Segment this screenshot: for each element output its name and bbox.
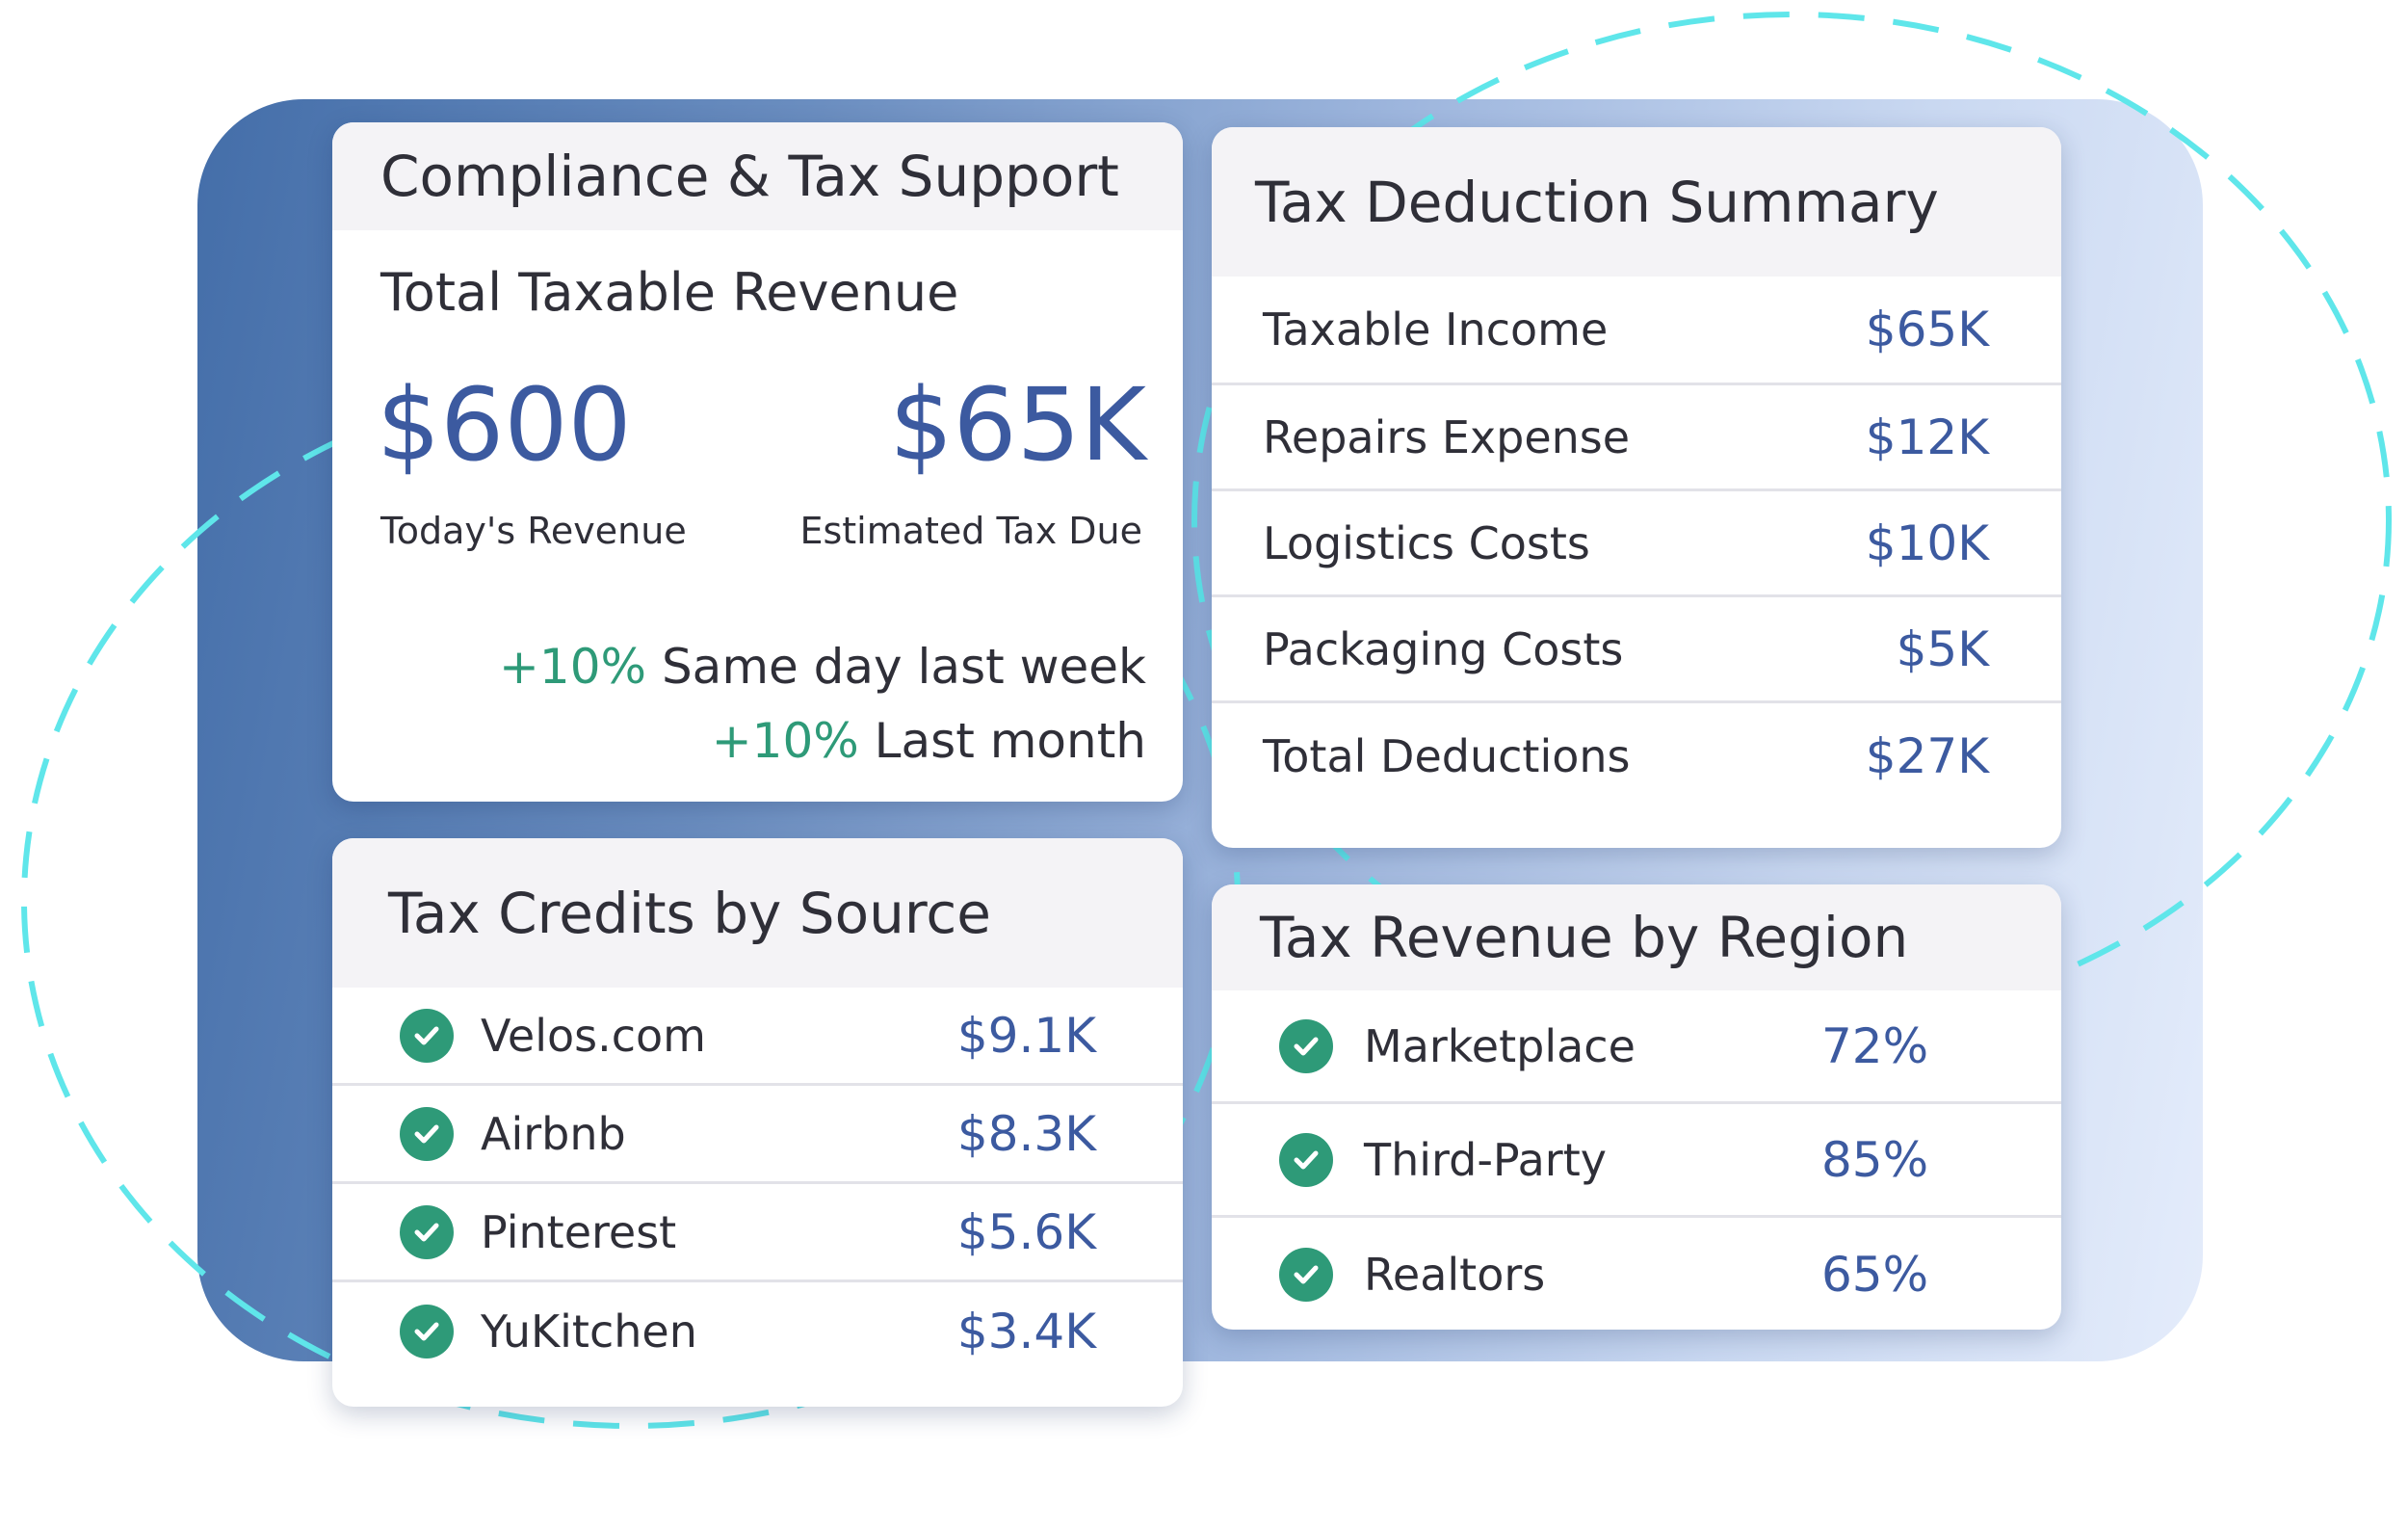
deduction-value: $10K (1865, 514, 1989, 571)
region-row: Third-Party 85% (1212, 1104, 2061, 1218)
check-circle-icon (1279, 1018, 1333, 1073)
deduction-label: Packaging Costs (1263, 622, 1624, 675)
region-revenue-title: Tax Revenue by Region (1212, 884, 2061, 990)
compliance-card-title: Compliance & Tax Support (332, 122, 1183, 230)
comparison-last-week: +10% Same day last week (499, 643, 1146, 691)
deduction-label: Logistics Costs (1263, 516, 1590, 569)
comparison-text: Last month (874, 713, 1146, 769)
todays-revenue-value: $600 (377, 366, 632, 484)
deduction-summary-card: Tax Deduction Summary Taxable Income $65… (1212, 127, 2061, 848)
estimated-tax-label: Estimated Tax Due (799, 510, 1142, 552)
credit-label: Airbnb (481, 1107, 626, 1160)
region-value: 65% (1821, 1247, 1929, 1303)
credit-row: YuKitchen $3.4K (332, 1282, 1183, 1381)
credit-row: Airbnb $8.3K (332, 1086, 1183, 1184)
check-circle-icon (400, 1305, 454, 1359)
credit-value: $8.3K (956, 1105, 1096, 1162)
comparison-pct: +10% (711, 713, 859, 769)
deduction-label: Repairs Expense (1263, 410, 1631, 463)
comparison-text: Same day last week (661, 639, 1146, 695)
deduction-value: $12K (1865, 409, 1989, 465)
deduction-summary-title: Tax Deduction Summary (1212, 127, 2061, 277)
deduction-row: Logistics Costs $10K (1212, 491, 2061, 597)
credit-label: Pinterest (481, 1205, 677, 1258)
credit-row: Velos.com $9.1K (332, 988, 1183, 1086)
compliance-card: Compliance & Tax Support Total Taxable R… (332, 122, 1183, 802)
credit-label: Velos.com (481, 1009, 706, 1062)
region-label: Third-Party (1364, 1133, 1607, 1186)
credit-value: $9.1K (956, 1007, 1096, 1064)
deduction-label: Taxable Income (1263, 303, 1609, 356)
todays-revenue-label: Today's Revenue (380, 510, 687, 552)
check-circle-icon (400, 1008, 454, 1063)
credit-value: $5.6K (956, 1203, 1096, 1260)
region-list: Marketplace 72% Third-Party 85% Realtors… (1212, 990, 2061, 1330)
region-value: 72% (1821, 1017, 1929, 1074)
region-row: Marketplace 72% (1212, 990, 2061, 1104)
deduction-row: Total Deductions $27K (1212, 703, 2061, 809)
tax-credits-card: Tax Credits by Source Velos.com $9.1K Ai… (332, 838, 1183, 1407)
deduction-row: Repairs Expense $12K (1212, 385, 2061, 491)
total-taxable-revenue-heading: Total Taxable Revenue (380, 262, 959, 323)
check-circle-icon (1279, 1132, 1333, 1187)
estimated-tax-value: $65K (889, 366, 1146, 484)
check-circle-icon (1279, 1248, 1333, 1302)
deduction-value: $5K (1896, 620, 1989, 677)
comparison-last-month: +10% Last month (712, 717, 1146, 765)
deduction-row: Taxable Income $65K (1212, 277, 2061, 385)
region-row: Realtors 65% (1212, 1218, 2061, 1330)
comparison-pct: +10% (499, 639, 647, 695)
deduction-value: $65K (1865, 302, 1989, 357)
credits-list: Velos.com $9.1K Airbnb $8.3K Pinterest $… (332, 988, 1183, 1381)
region-label: Marketplace (1364, 1019, 1636, 1072)
deduction-value: $27K (1865, 728, 1989, 784)
region-revenue-card: Tax Revenue by Region Marketplace 72% Th… (1212, 884, 2061, 1330)
credit-value: $3.4K (956, 1304, 1096, 1359)
check-circle-icon (400, 1106, 454, 1161)
check-circle-icon (400, 1204, 454, 1259)
region-label: Realtors (1364, 1249, 1546, 1301)
credit-row: Pinterest $5.6K (332, 1184, 1183, 1282)
tax-credits-title: Tax Credits by Source (332, 838, 1183, 988)
deduction-label: Total Deductions (1263, 730, 1631, 782)
region-value: 85% (1821, 1131, 1929, 1188)
credit-label: YuKitchen (481, 1306, 697, 1358)
deduction-list: Taxable Income $65K Repairs Expense $12K… (1212, 277, 2061, 809)
deduction-row: Packaging Costs $5K (1212, 597, 2061, 703)
